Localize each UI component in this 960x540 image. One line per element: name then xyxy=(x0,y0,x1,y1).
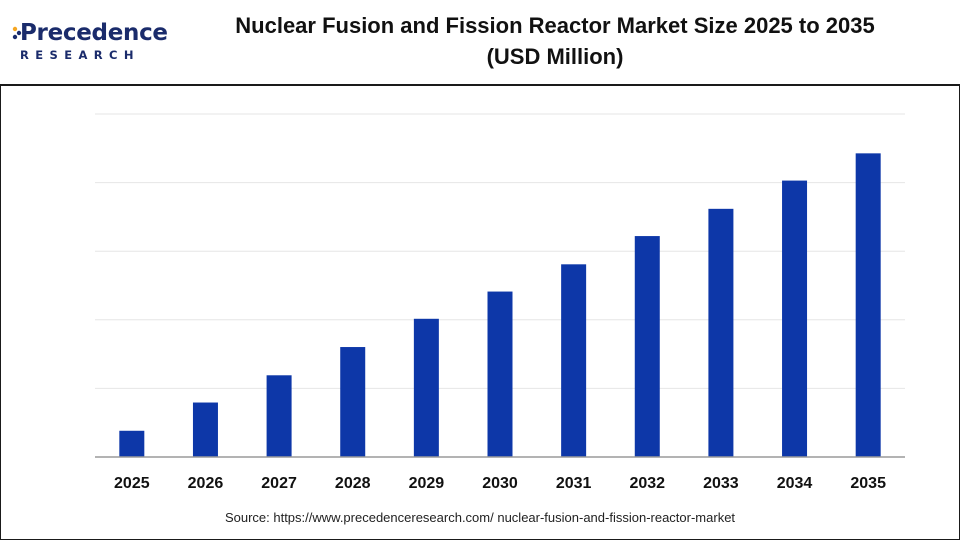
x-tick-label: 2027 xyxy=(261,475,297,492)
brand-name: Precedence xyxy=(20,20,168,46)
chart-title-line-1: Nuclear Fusion and Fission Reactor Marke… xyxy=(235,13,875,38)
bar-2030 xyxy=(487,291,513,457)
header-divider xyxy=(0,84,960,86)
bar-2033 xyxy=(708,208,734,457)
x-tick-label: 2031 xyxy=(556,475,592,492)
x-tick-label: 2029 xyxy=(409,475,445,492)
chart-title-line-2: (USD Million) xyxy=(486,44,624,69)
x-tick-label: 2026 xyxy=(188,475,224,492)
brand-subtitle: RESEARCH xyxy=(20,48,140,62)
bar-chart: 2025 2026 2027 2028 2029 2030 2031 2032 2033 2034… xyxy=(95,113,905,492)
x-tick-label: 2028 xyxy=(335,475,371,492)
x-tick-label: 2033 xyxy=(703,475,739,492)
x-tick-label: 2025 xyxy=(114,475,150,492)
x-tick-label: 2035 xyxy=(850,475,886,492)
logo-mark-icon xyxy=(12,26,22,40)
bar-2025 xyxy=(119,430,145,457)
bar-2032 xyxy=(634,236,660,457)
bar-2031 xyxy=(561,264,587,457)
x-tick-label: 2034 xyxy=(777,475,813,492)
header: Precedence RESEARCH Nuclear Fusion and F… xyxy=(0,0,960,84)
bar-2029 xyxy=(413,318,439,457)
bar-2026 xyxy=(192,402,218,457)
x-tick-label: 2030 xyxy=(482,475,518,492)
x-tick-label: 2032 xyxy=(629,475,665,492)
bar-2027 xyxy=(266,375,292,457)
chart-title: Nuclear Fusion and Fission Reactor Marke… xyxy=(190,10,920,72)
bar-2035 xyxy=(855,153,881,457)
brand-logo: Precedence RESEARCH xyxy=(12,14,168,66)
bar-2034 xyxy=(782,180,808,458)
bar-2028 xyxy=(340,347,366,457)
source-note: Source: https://www.precedenceresearch.c… xyxy=(224,510,736,525)
